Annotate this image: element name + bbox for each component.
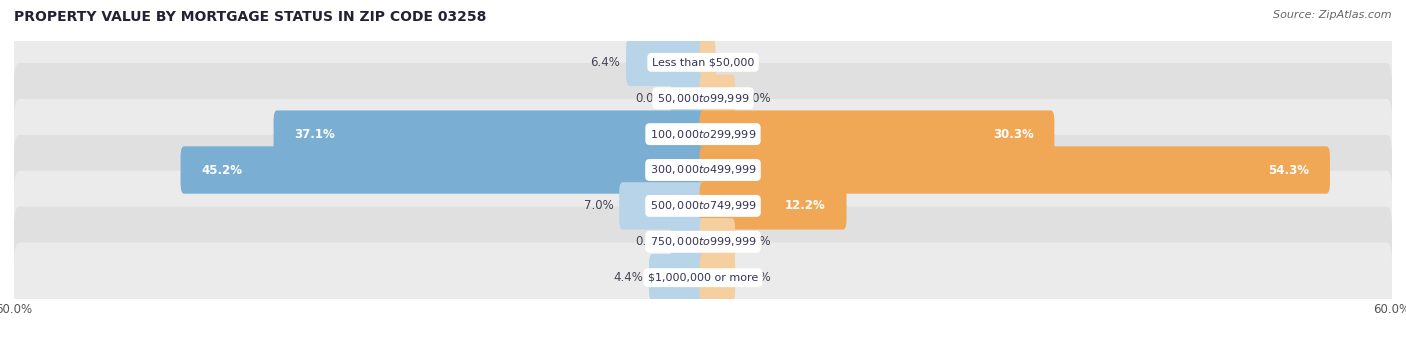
Text: 12.2%: 12.2% xyxy=(785,199,825,212)
Text: 0.0%: 0.0% xyxy=(741,235,770,248)
FancyBboxPatch shape xyxy=(700,39,716,86)
Text: $100,000 to $299,999: $100,000 to $299,999 xyxy=(650,128,756,141)
Text: 0.0%: 0.0% xyxy=(636,92,665,105)
FancyBboxPatch shape xyxy=(700,218,735,266)
FancyBboxPatch shape xyxy=(700,182,846,230)
Text: 0.0%: 0.0% xyxy=(636,235,665,248)
FancyBboxPatch shape xyxy=(14,27,1392,98)
Text: 6.4%: 6.4% xyxy=(591,56,620,69)
Text: $50,000 to $99,999: $50,000 to $99,999 xyxy=(657,92,749,105)
Text: 4.4%: 4.4% xyxy=(613,271,644,284)
Legend: Without Mortgage, With Mortgage: Without Mortgage, With Mortgage xyxy=(579,339,827,340)
Text: 54.3%: 54.3% xyxy=(1268,164,1309,176)
FancyBboxPatch shape xyxy=(700,110,1054,158)
Text: $750,000 to $999,999: $750,000 to $999,999 xyxy=(650,235,756,248)
Text: 0.0%: 0.0% xyxy=(741,92,770,105)
Text: 7.0%: 7.0% xyxy=(583,199,613,212)
Text: Source: ZipAtlas.com: Source: ZipAtlas.com xyxy=(1274,10,1392,20)
FancyBboxPatch shape xyxy=(626,39,706,86)
Text: 37.1%: 37.1% xyxy=(294,128,335,141)
FancyBboxPatch shape xyxy=(619,182,706,230)
FancyBboxPatch shape xyxy=(14,63,1392,133)
FancyBboxPatch shape xyxy=(14,135,1392,205)
Text: 0.79%: 0.79% xyxy=(721,56,758,69)
Text: 2.5%: 2.5% xyxy=(741,271,770,284)
Text: 30.3%: 30.3% xyxy=(993,128,1033,141)
Text: Less than $50,000: Less than $50,000 xyxy=(652,57,754,67)
FancyBboxPatch shape xyxy=(700,146,1330,194)
Text: 45.2%: 45.2% xyxy=(201,164,242,176)
FancyBboxPatch shape xyxy=(14,171,1392,241)
FancyBboxPatch shape xyxy=(650,254,706,301)
FancyBboxPatch shape xyxy=(274,110,706,158)
Text: PROPERTY VALUE BY MORTGAGE STATUS IN ZIP CODE 03258: PROPERTY VALUE BY MORTGAGE STATUS IN ZIP… xyxy=(14,10,486,24)
FancyBboxPatch shape xyxy=(700,254,735,301)
Text: $300,000 to $499,999: $300,000 to $499,999 xyxy=(650,164,756,176)
FancyBboxPatch shape xyxy=(14,207,1392,277)
Text: $1,000,000 or more: $1,000,000 or more xyxy=(648,273,758,283)
FancyBboxPatch shape xyxy=(14,242,1392,313)
FancyBboxPatch shape xyxy=(14,99,1392,169)
FancyBboxPatch shape xyxy=(671,74,706,122)
FancyBboxPatch shape xyxy=(700,74,735,122)
FancyBboxPatch shape xyxy=(671,218,706,266)
FancyBboxPatch shape xyxy=(180,146,706,194)
Text: $500,000 to $749,999: $500,000 to $749,999 xyxy=(650,199,756,212)
